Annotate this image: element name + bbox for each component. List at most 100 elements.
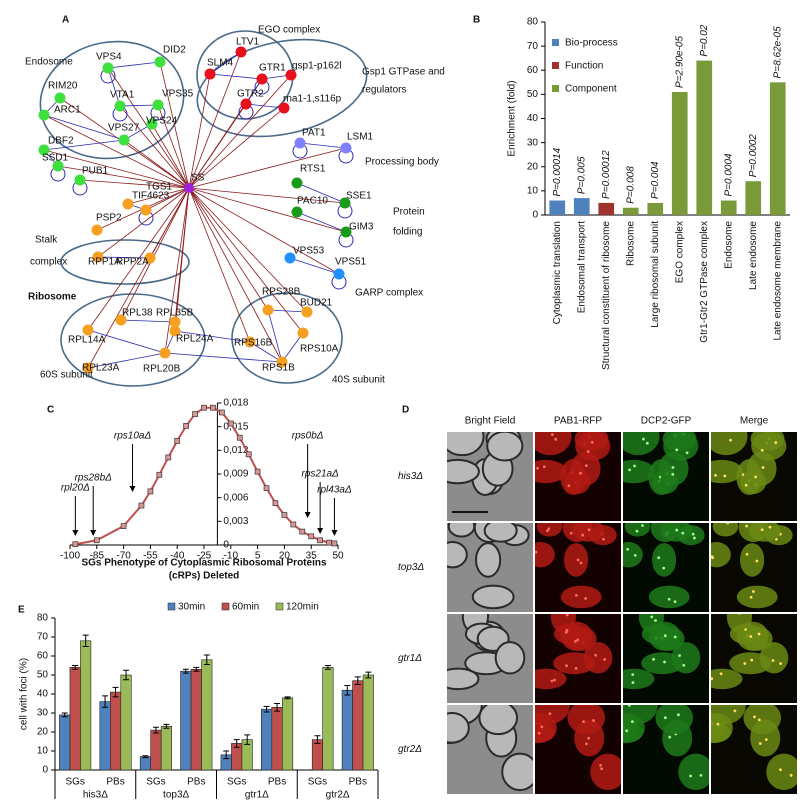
row-label: gtr1Δ (398, 653, 422, 664)
cell (447, 540, 468, 569)
micrograph (623, 432, 709, 521)
cell (652, 543, 677, 577)
focus (631, 673, 635, 676)
cell (711, 713, 733, 743)
focus (673, 600, 677, 604)
node-label: RPS28B (262, 287, 301, 298)
focus (553, 678, 556, 682)
node-label: RPL23A (82, 363, 120, 374)
error-bar (123, 669, 130, 681)
error-bar (344, 684, 351, 696)
cells (623, 523, 705, 609)
legend-swatch (275, 602, 284, 611)
y-tick-label: 0,012 (223, 445, 248, 456)
focus (663, 660, 666, 664)
x-tick-label: Ribosome (625, 221, 636, 266)
focus (627, 705, 631, 707)
node (74, 174, 86, 186)
cell (711, 432, 748, 456)
error-bar (112, 686, 119, 698)
node-label: DID2 (163, 45, 186, 56)
focus (744, 483, 748, 487)
focus (693, 536, 696, 540)
marker (138, 502, 145, 509)
marker (183, 423, 189, 429)
cell (535, 668, 567, 690)
cells (711, 523, 793, 609)
focus (771, 659, 775, 662)
focus (547, 527, 551, 531)
error-bar (233, 739, 240, 748)
group-label: top3Δ (163, 790, 189, 800)
focus (586, 450, 590, 453)
group-label: 40S subunit (332, 375, 385, 386)
focus (565, 614, 569, 617)
node (115, 314, 127, 326)
y-tick-label: 20 (37, 727, 49, 738)
micrograph (535, 705, 621, 794)
cells (711, 432, 787, 495)
y-tick-label: 20 (527, 161, 539, 172)
annotation: rps10aΔ (114, 431, 152, 442)
cell (660, 523, 693, 542)
edge (174, 330, 251, 343)
y-tick-label: 70 (527, 41, 539, 52)
node (340, 142, 352, 154)
p-value: P=0.004 (650, 161, 661, 199)
node-label: GTR2 (237, 89, 264, 100)
node-label: RPP2A (116, 257, 149, 268)
y-axis-title: Enrichment (fold) (507, 80, 518, 156)
cell (663, 432, 699, 461)
focus (779, 662, 782, 666)
edge (188, 74, 292, 189)
focus (635, 529, 639, 533)
cell (475, 542, 502, 578)
cell (494, 641, 526, 675)
x-tick-label: -40 (170, 551, 185, 562)
cell (478, 705, 519, 736)
node-label: VPS35 (162, 89, 194, 100)
cell (743, 705, 782, 735)
row-label: top3Δ (398, 562, 424, 573)
focus (667, 597, 671, 601)
cell (748, 523, 781, 542)
edge (87, 329, 166, 354)
micrograph (711, 523, 797, 612)
focus (602, 537, 605, 541)
legend-label: Bio-process (565, 38, 618, 49)
x-tick-label: Cytoplasmic translation (552, 221, 563, 324)
y-tick-label: 0 (42, 765, 48, 776)
edge (120, 187, 190, 321)
focus (743, 662, 747, 665)
legend-swatch (552, 85, 559, 92)
p-value: P=0.0004 (723, 153, 734, 197)
focus (625, 729, 629, 733)
marker (245, 451, 252, 458)
y-tick-label: 10 (37, 746, 49, 757)
edge (188, 147, 347, 189)
group-label: EGO complex (258, 25, 320, 36)
focus (681, 531, 685, 535)
x-tick-label: 20 (279, 551, 291, 562)
p-value: P=0.02 (699, 24, 710, 56)
bar (120, 674, 132, 771)
y-tick-label: 60 (527, 65, 539, 76)
y-tick-label: 10 (527, 186, 539, 197)
micrograph (535, 523, 621, 612)
error-bar (72, 665, 79, 670)
cell (655, 705, 694, 735)
x-tick-label: PBs (349, 777, 367, 788)
panel-label: B (473, 15, 480, 26)
node (301, 306, 313, 318)
bar (745, 181, 762, 215)
focus (726, 523, 730, 525)
edge (188, 51, 242, 189)
y-tick-label: 0,015 (223, 421, 248, 432)
marker (210, 404, 216, 411)
edge (107, 61, 161, 69)
edge (209, 51, 242, 75)
focus (600, 767, 604, 771)
node (146, 118, 158, 130)
row-label: gtr2Δ (398, 744, 422, 755)
edge (188, 187, 283, 363)
